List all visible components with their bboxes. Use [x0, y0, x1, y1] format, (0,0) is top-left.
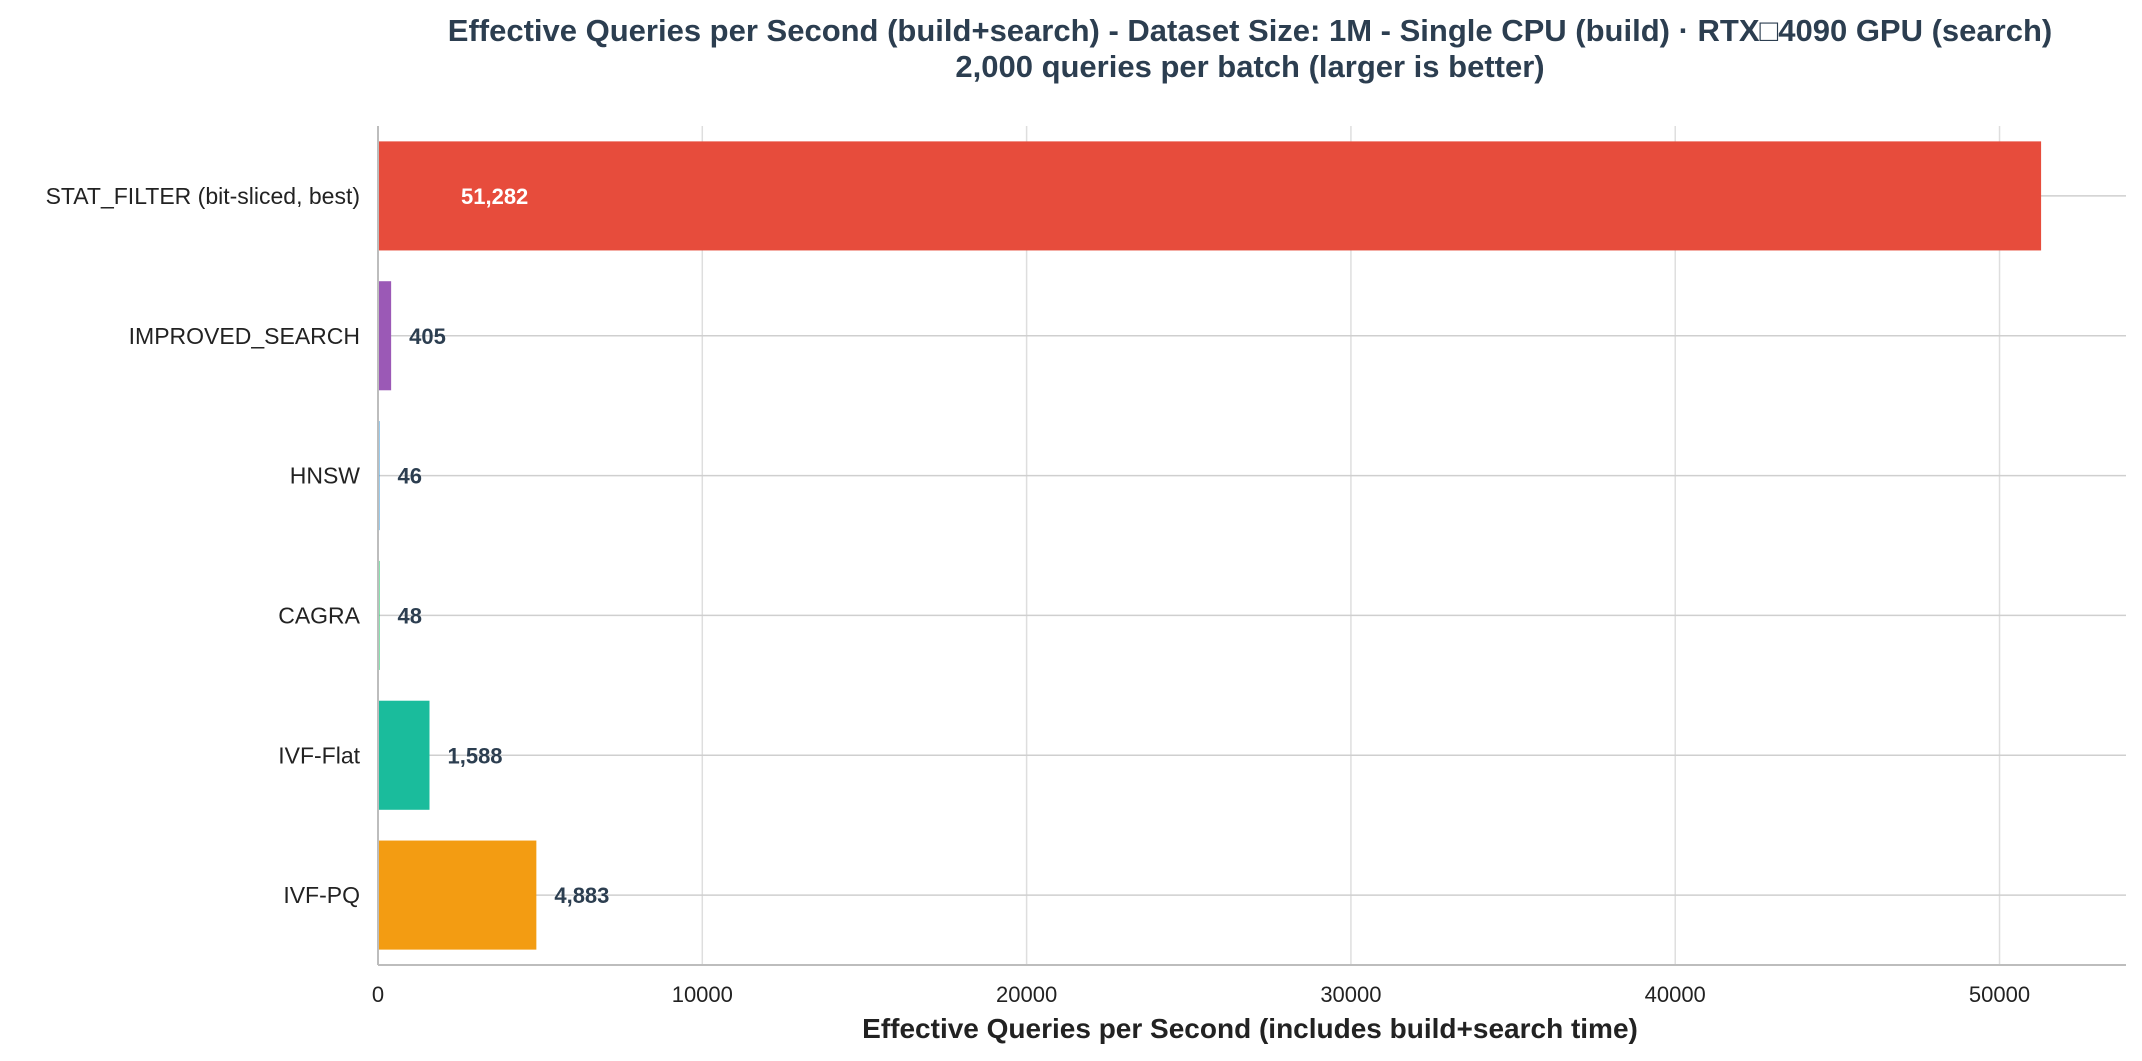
labels-layer: STAT_FILTER (bit-sliced, best) 51,282 IMPR…: [46, 183, 610, 908]
category-label: IVF-PQ: [283, 882, 360, 908]
value-label: 405: [409, 324, 446, 349]
category-label: IVF-Flat: [278, 742, 360, 768]
x-tick-label: 30000: [1320, 982, 1381, 1007]
bar: [378, 840, 537, 950]
axes-layer: 0 10000 20000 30000 40000 50000: [372, 126, 2126, 1007]
bar: [378, 700, 430, 810]
category-label: STAT_FILTER (bit-sliced, best): [46, 183, 360, 209]
category-label: CAGRA: [278, 602, 360, 628]
value-label: 1,588: [447, 743, 502, 768]
x-tick-label: 40000: [1645, 982, 1706, 1007]
bar: [378, 281, 392, 391]
category-label: HNSW: [290, 463, 361, 489]
x-axis-label: Effective Queries per Second (includes b…: [862, 1013, 1638, 1044]
bars-layer: [378, 141, 2042, 950]
x-tick-label: 20000: [996, 982, 1057, 1007]
category-label: IMPROVED_SEARCH: [129, 323, 360, 349]
value-label: 46: [397, 464, 421, 489]
x-tick-label: 10000: [672, 982, 733, 1007]
x-tick-label: 0: [372, 982, 384, 1007]
grid-layer: [378, 126, 2126, 965]
value-label: 51,282: [461, 184, 528, 209]
value-label: 48: [398, 603, 422, 628]
chart-title-line2: 2,000 queries per batch (larger is bette…: [955, 49, 1544, 84]
x-tick-label: 50000: [1969, 982, 2030, 1007]
value-label: 4,883: [554, 883, 609, 908]
chart-title-line1: Effective Queries per Second (build+sear…: [448, 13, 2052, 48]
bar: [378, 141, 2042, 251]
